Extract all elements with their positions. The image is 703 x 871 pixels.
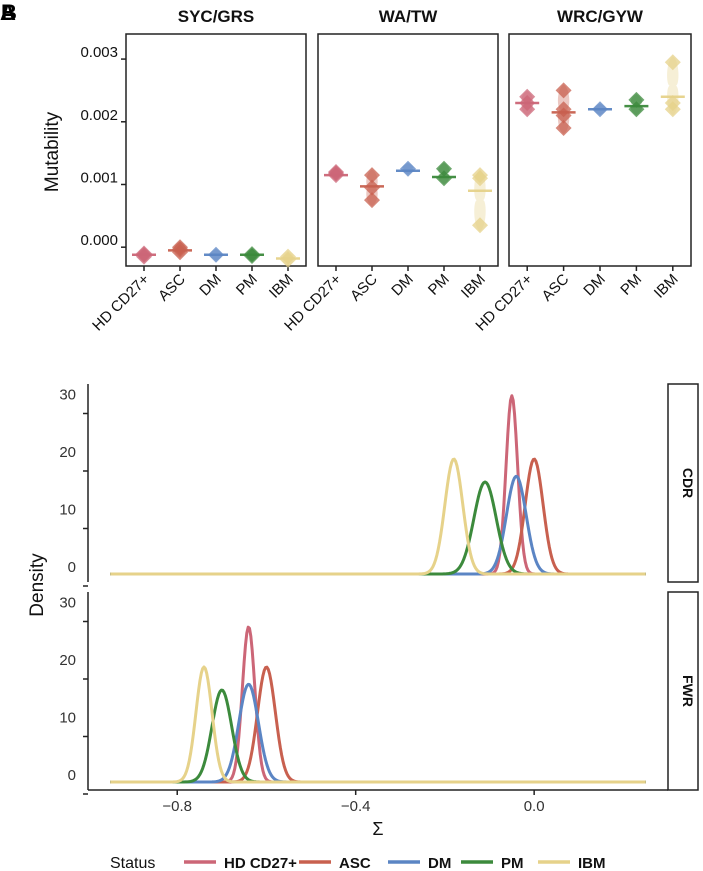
y-tick-label: 20 — [59, 652, 76, 669]
y-tick-label: 0.000 — [80, 232, 118, 249]
x-tick-label: DM — [388, 271, 417, 300]
data-point — [555, 82, 572, 99]
legend-label: PM — [501, 855, 524, 871]
data-point — [436, 170, 452, 187]
facet-cdr: CDR 0 10 20 30 — [59, 383, 699, 587]
legend-label: IBM — [578, 855, 606, 871]
facet-syc-grs: SYC/GRS HD CD27+ ASC DM PM IBM — [89, 7, 307, 335]
density-curve-hd-cd27- — [110, 394, 646, 576]
data-point — [328, 165, 344, 182]
x-tick-label: HD CD27+ — [89, 271, 153, 335]
panel-b-density: Density CDR 0 10 20 30 FWR 0 10 20 30 −0.8 −0.4 0.0 Σ — [27, 383, 699, 839]
facet-strip — [667, 591, 699, 791]
facet-strip-label: CDR — [680, 468, 696, 498]
y-tick-label: 10 — [59, 502, 76, 519]
x-tick-label: DM — [196, 271, 225, 300]
y-axis-label-mutability: Mutability — [42, 111, 63, 192]
density-curve-ibm — [110, 665, 646, 784]
facet-strip-label: FWR — [680, 675, 696, 707]
x-tick-label: ASC — [347, 271, 381, 305]
panel-label-b: B — [1, 0, 17, 25]
x-tick-label: ASC — [539, 271, 573, 305]
y-tick-label: 0.002 — [80, 107, 118, 124]
y-tick-label: 0 — [68, 559, 76, 576]
data-point — [555, 120, 572, 137]
x-tick-label: IBM — [651, 271, 682, 302]
y-tick-label: 10 — [59, 710, 76, 727]
x-tick-label: 0.0 — [524, 798, 545, 815]
density-curve-dm — [110, 682, 646, 784]
facet-title: WA/TW — [379, 7, 438, 26]
x-axis-label-sigma: Σ — [372, 819, 383, 839]
x-tick-label: IBM — [458, 271, 489, 302]
x-tick-label: IBM — [266, 271, 297, 302]
facet-frame — [125, 33, 307, 267]
data-point — [519, 88, 536, 105]
x-tick-label: −0.8 — [162, 798, 192, 815]
y-tick-label: 30 — [59, 387, 76, 404]
data-point — [364, 192, 380, 209]
facet-frame — [317, 33, 499, 267]
density-curve-ibm — [110, 457, 646, 576]
y-tick-label: 30 — [59, 595, 76, 612]
data-point — [664, 54, 681, 71]
y-tick-label: 0.003 — [80, 44, 118, 61]
violin-ibm — [474, 169, 486, 232]
x-tick-label: PM — [425, 271, 453, 299]
density-curve-pm — [110, 688, 646, 784]
data-point — [519, 101, 536, 118]
x-tick-label: ASC — [155, 271, 189, 305]
data-point — [472, 170, 488, 187]
data-point — [436, 160, 452, 177]
data-point — [400, 160, 416, 177]
data-point — [628, 91, 645, 108]
x-tick-label: PM — [233, 271, 261, 299]
panel-label-a: A — [0, 0, 16, 25]
density-curve-asc — [110, 665, 646, 784]
data-point — [364, 179, 380, 196]
facet-fwr: FWR 0 10 20 30 — [59, 591, 699, 795]
density-curve-asc — [110, 457, 646, 576]
data-point — [280, 248, 296, 265]
data-point — [472, 217, 488, 234]
legend-title: Status — [110, 855, 155, 871]
facet-title: WRC/GYW — [557, 7, 644, 26]
y-axis-label-density: Density — [27, 553, 48, 617]
y-tick-label: 0 — [68, 767, 76, 784]
legend-label: HD CD27+ — [224, 855, 297, 871]
panel-a-mutability: Mutability 0.000 0.001 0.002 0.003 SYC/GRS HD … — [42, 7, 692, 335]
x-tick-label: −0.4 — [341, 798, 371, 815]
y-tick-label: 0.001 — [80, 169, 118, 186]
y-tick-label: 20 — [59, 444, 76, 461]
legend-label: ASC — [339, 855, 371, 871]
density-curve-pm — [110, 480, 646, 576]
x-tick-label: PM — [617, 271, 645, 299]
data-point — [664, 101, 681, 118]
facet-strip — [667, 383, 699, 583]
facet-title: SYC/GRS — [178, 7, 255, 26]
density-curve-dm — [110, 474, 646, 576]
facet-frame — [508, 33, 692, 267]
legend: Status HD CD27+ ASC DM PM IBM — [110, 855, 606, 871]
x-tick-label: DM — [580, 271, 609, 300]
data-point — [364, 167, 380, 184]
legend-label: DM — [428, 855, 451, 871]
